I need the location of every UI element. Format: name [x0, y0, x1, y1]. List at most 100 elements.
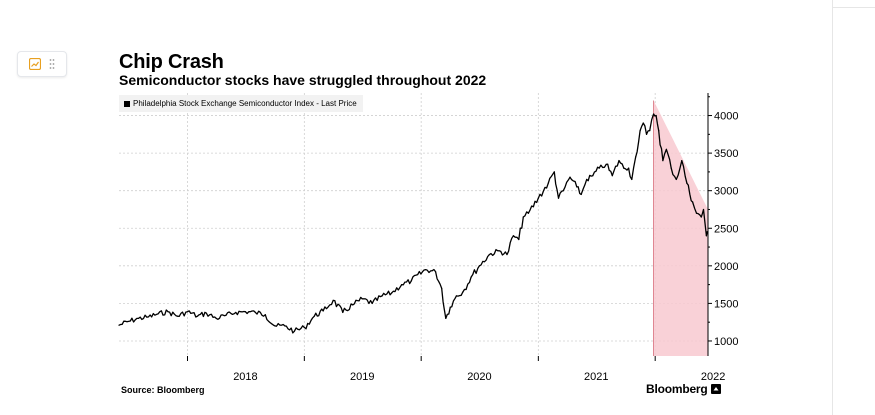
data-point: [264, 314, 266, 316]
series-layer: [118, 113, 709, 334]
data-point: [332, 299, 334, 301]
data-point: [547, 182, 549, 184]
data-point: [235, 311, 237, 314]
data-point: [702, 208, 705, 211]
data-point: [488, 253, 490, 256]
chart-title: Chip Crash: [119, 51, 224, 73]
data-point: [361, 298, 363, 300]
data-point: [692, 201, 694, 203]
source-note: Source: Bloomberg: [121, 385, 205, 395]
data-point: [518, 238, 520, 241]
data-point: [695, 212, 698, 214]
data-point: [631, 178, 633, 181]
data-point: [147, 316, 150, 318]
data-point: [118, 324, 120, 326]
data-point: [449, 306, 451, 308]
data-point: [655, 114, 657, 117]
brand-name: Bloomberg: [646, 382, 708, 396]
data-point: [342, 311, 344, 314]
data-point: [512, 235, 514, 237]
data-point: [662, 160, 664, 162]
data-point: [425, 268, 427, 271]
data-point: [705, 235, 707, 237]
data-point: [611, 175, 613, 177]
data-point: [665, 148, 667, 150]
data-point: [371, 302, 373, 304]
data-point: [527, 212, 530, 214]
data-point: [537, 197, 539, 199]
data-point: [254, 311, 256, 314]
x-tick-label: 2020: [467, 371, 491, 383]
data-point: [352, 304, 354, 306]
data-point: [649, 129, 651, 132]
data-point: [478, 265, 481, 267]
data-point: [592, 175, 594, 177]
data-point: [522, 216, 524, 218]
data-point: [686, 182, 688, 184]
data-point: [313, 315, 315, 317]
chart-subtitle: Semiconductor stocks have struggled thro…: [119, 72, 487, 88]
data-point: [598, 167, 600, 169]
data-point: [401, 284, 403, 286]
brand-logo: Bloomberg: [646, 382, 721, 396]
data-point: [580, 193, 582, 196]
data-point: [470, 276, 472, 278]
data-point: [658, 129, 660, 132]
x-tick-label: 2021: [584, 371, 608, 383]
data-point: [675, 178, 677, 181]
data-point: [434, 271, 437, 273]
data-point: [441, 287, 443, 289]
grid-layer: [119, 93, 708, 356]
data-point: [670, 167, 672, 169]
data-point: [284, 325, 286, 327]
data-point: [157, 313, 159, 315]
y-tick-label: 1000: [714, 336, 738, 348]
data-point: [700, 216, 702, 218]
data-point: [322, 310, 324, 312]
data-point: [167, 311, 169, 313]
series-line: [118, 113, 709, 334]
data-point: [586, 178, 588, 181]
data-point: [553, 171, 555, 173]
legend-label: Philadelphia Stock Exchange Semiconducto…: [133, 99, 357, 108]
chart-icon[interactable]: [29, 58, 41, 70]
data-point: [391, 292, 393, 294]
y-tick-label: 4000: [714, 111, 738, 123]
legend-swatch: [124, 100, 130, 107]
data-point: [557, 197, 560, 199]
data-point: [635, 156, 637, 158]
chart-block-toolbar[interactable]: [17, 51, 67, 77]
data-point: [576, 186, 578, 188]
data-point: [381, 295, 383, 297]
y-tick-label: 2000: [714, 261, 738, 273]
data-point: [244, 311, 247, 313]
data-point: [186, 311, 189, 313]
data-point: [652, 113, 655, 115]
chart-legend: Philadelphia Stock Exchange Semiconducto…: [119, 95, 363, 112]
x-tick-label: 2019: [350, 371, 374, 383]
data-point: [215, 317, 217, 320]
y-tick-label: 1500: [714, 298, 738, 310]
bloomberg-mark-icon: [710, 384, 721, 394]
data-point: [462, 291, 464, 293]
data-point: [274, 325, 276, 327]
data-point: [639, 129, 641, 132]
data-point: [506, 253, 508, 256]
y-tick-label: 3500: [714, 148, 738, 160]
drag-handle-icon[interactable]: [49, 58, 55, 70]
y-tick-label: 2500: [714, 223, 738, 235]
data-point: [498, 250, 500, 252]
highlight-layer: [653, 100, 708, 356]
data-point: [605, 163, 607, 165]
data-point: [618, 160, 620, 162]
data-point: [569, 176, 571, 178]
right-side-panel: [832, 0, 875, 415]
axis-layer: 1000 1500 2000 2500 3000 3500 4000 2018 2019 2020…: [187, 93, 738, 383]
data-point: [410, 280, 412, 282]
data-point: [205, 312, 207, 314]
data-point: [176, 315, 179, 317]
data-point: [128, 320, 130, 323]
data-point: [628, 167, 630, 169]
data-point: [623, 167, 625, 169]
